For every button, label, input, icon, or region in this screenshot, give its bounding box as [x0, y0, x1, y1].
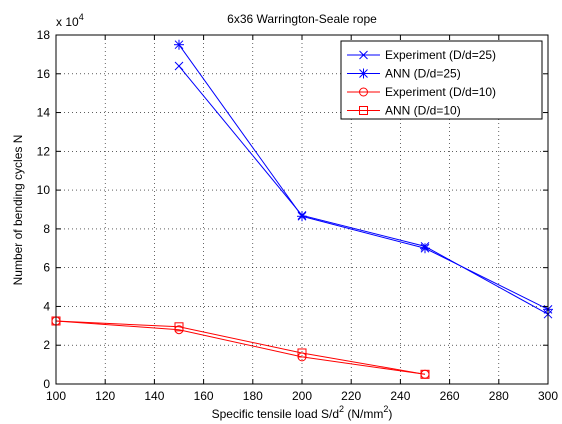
y-multiplier-exponent: 4 [79, 12, 84, 22]
x-tick-label: 100 [46, 389, 66, 403]
chart-title: 6x36 Warrington-Seale rope [227, 12, 377, 26]
x-tick-label: 200 [292, 389, 312, 403]
legend-label: ANN (D/d=10) [385, 104, 461, 118]
legend-item-1: Experiment (D/d=25) [347, 48, 496, 62]
series-line [55, 320, 426, 375]
x-axis-label-close: ) [388, 407, 392, 421]
y-tick-label: 4 [43, 299, 50, 313]
legend-box [340, 40, 543, 120]
legend-swatch-marker [359, 87, 368, 97]
x-tick-label: 160 [194, 389, 214, 403]
y-tick-label: 6 [43, 261, 50, 275]
data-point [420, 243, 430, 254]
data-point [174, 322, 184, 332]
data-point [297, 211, 307, 222]
data-point [297, 348, 307, 358]
series-line [178, 44, 549, 310]
y-tick-label: 14 [37, 106, 51, 120]
y-tick-label: 8 [43, 222, 50, 236]
x-tick-label: 240 [390, 389, 410, 403]
y-axis-label: Number of bending cycles N [11, 135, 25, 286]
series-line [55, 320, 426, 375]
y-tick-label: 2 [43, 338, 50, 352]
legend-swatch-marker [358, 68, 369, 79]
series-layer [51, 39, 553, 379]
x-tick-label: 120 [95, 389, 115, 403]
data-point [174, 61, 184, 71]
marker-stroke [174, 61, 184, 71]
y-tick-label: 0 [43, 377, 50, 391]
x-tick-label: 300 [538, 389, 558, 403]
series-line [178, 65, 549, 315]
x-axis-label-sup: 2 [339, 404, 344, 414]
y-multiplier: x 104 [56, 12, 84, 29]
x-tick-label: 260 [440, 389, 460, 403]
legend-label: Experiment (D/d=25) [385, 48, 496, 62]
y-multiplier-base: x 10 [56, 15, 79, 29]
legend-swatch-marker [359, 50, 368, 60]
x-tick-label: 180 [243, 389, 263, 403]
x-axis-label: Specific tensile load S/d2 (N/mm2) [212, 404, 393, 421]
legend-item-4: ANN (D/d=10) [347, 104, 461, 118]
data-point [420, 369, 430, 379]
legend-label: Experiment (D/d=10) [385, 85, 496, 99]
x-tick-label: 140 [144, 389, 164, 403]
y-tick-label: 18 [37, 28, 51, 42]
x-axis-label-main: Specific tensile load S/d [212, 407, 339, 421]
legend-item-2: ANN (D/d=25) [347, 67, 461, 81]
legend-label: ANN (D/d=25) [385, 67, 461, 81]
ticks: 100 120 140 160 180 200 220 240 260 280 300 0 2 4 6 8 10… [37, 28, 559, 403]
legend-item-3: Experiment (D/d=10) [347, 85, 496, 99]
y-tick-label: 12 [37, 144, 51, 158]
legend-swatch-marker [359, 106, 368, 115]
y-tick-label: 10 [37, 183, 51, 197]
marker-stroke [359, 50, 368, 60]
x-axis-label-unit-sup: 2 [383, 404, 388, 414]
x-tick-label: 220 [341, 389, 361, 403]
legend: Experiment (D/d=25) ANN (D/d=25) Experimen… [340, 40, 543, 120]
data-point [174, 39, 184, 50]
x-axis-label-unit: (N/mm [344, 407, 383, 421]
y-tick-label: 16 [37, 67, 51, 81]
x-tick-label: 280 [489, 389, 509, 403]
